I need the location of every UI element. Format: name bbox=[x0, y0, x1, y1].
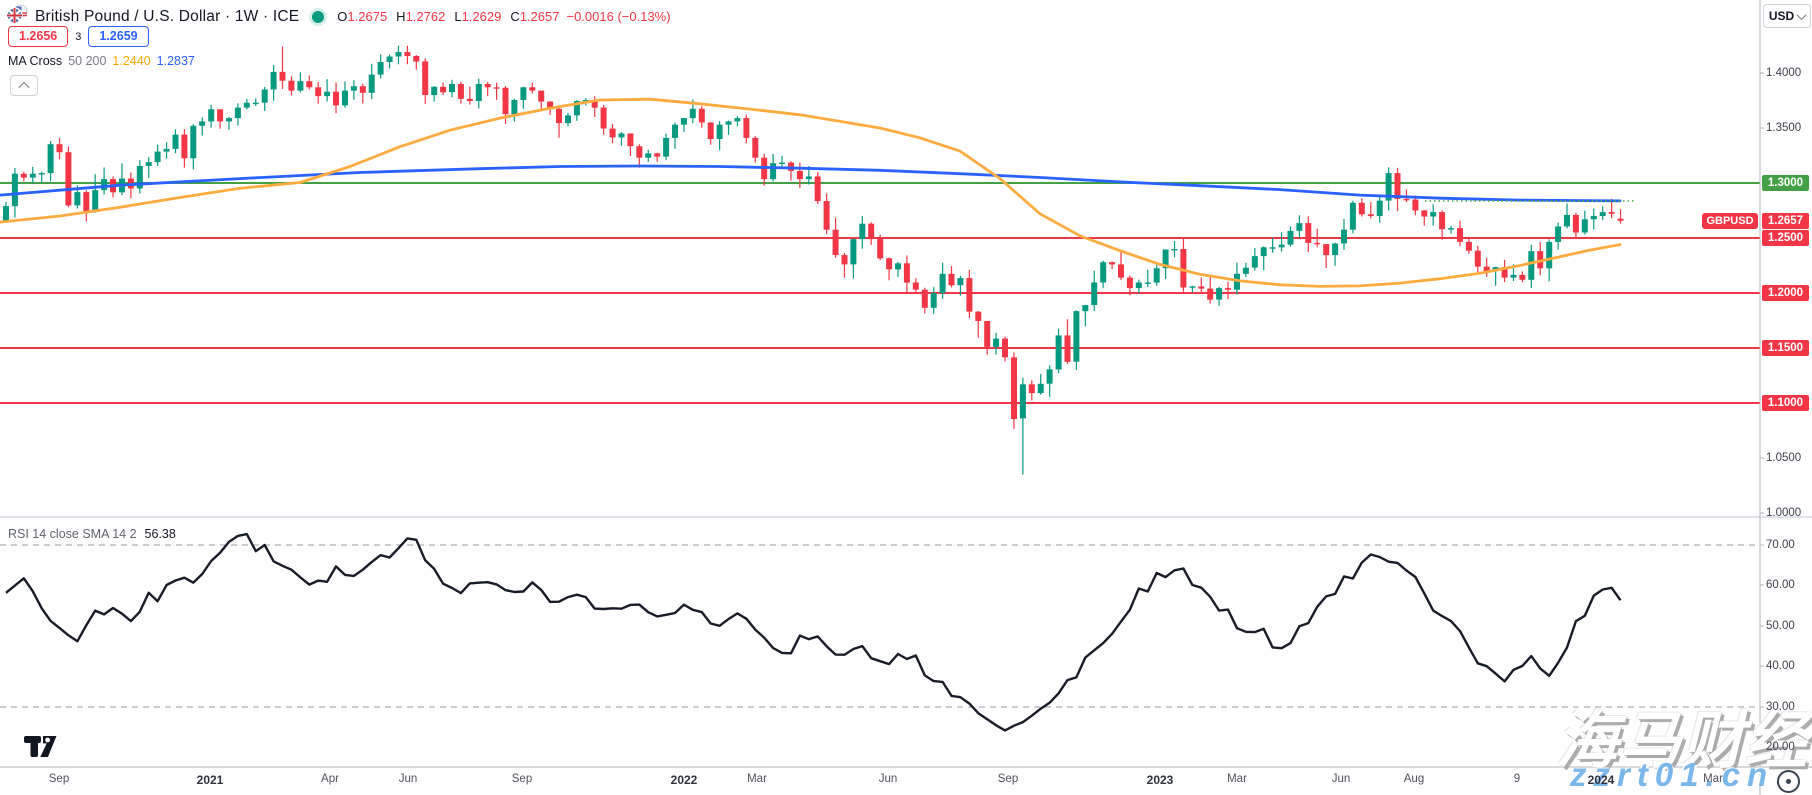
time-axis-label-Sep: Sep bbox=[997, 773, 1019, 785]
price-axis-badge-1.1500: 1.1500 bbox=[1762, 340, 1809, 356]
rsi-axis-label-70.00: 70.00 bbox=[1766, 539, 1795, 551]
close-value: 1.2657 bbox=[519, 9, 560, 24]
gbp-usd-flags-icon bbox=[6, 4, 28, 29]
symbol-title[interactable]: British Pound / U.S. Dollar · 1W · ICE bbox=[35, 7, 300, 25]
tradingview-logo[interactable] bbox=[22, 733, 62, 765]
low-label: L bbox=[454, 9, 462, 24]
open-value: 1.2675 bbox=[347, 9, 388, 24]
price-axis-label-1.4000: 1.4000 bbox=[1766, 67, 1802, 79]
indicator-legend-rsi[interactable]: RSI 14 close SMA 14 2 56.38 bbox=[8, 527, 176, 541]
quote-row: 1.2656 3 1.2659 bbox=[8, 26, 149, 47]
high-value: 1.2762 bbox=[405, 9, 446, 24]
symbol-header: British Pound / U.S. Dollar · 1W · ICE O… bbox=[6, 4, 671, 29]
collapse-legend-button[interactable] bbox=[10, 75, 38, 96]
rsi-axis-label-60.00: 60.00 bbox=[1766, 579, 1795, 591]
currency-selector-button[interactable]: USD bbox=[1763, 4, 1811, 28]
time-axis-label-Mar: Mar bbox=[747, 773, 767, 785]
go-to-realtime-icon[interactable] bbox=[1777, 770, 1800, 793]
indicator-params: 50 200 bbox=[68, 54, 107, 68]
time-axis-label-Mar: Mar bbox=[1703, 773, 1723, 785]
price-axis-badge-1.2500: 1.2500 bbox=[1762, 230, 1809, 246]
time-axis-label-2024: 2024 bbox=[1587, 773, 1615, 787]
indicator-name: MA Cross bbox=[8, 54, 63, 68]
time-axis-label-Sep: Sep bbox=[511, 773, 533, 785]
price-axis-label-1.0000: 1.0000 bbox=[1766, 507, 1802, 519]
high-label: H bbox=[396, 9, 406, 24]
time-axis-label-Jun: Jun bbox=[1331, 773, 1351, 785]
price-axis-badge-1.2000: 1.2000 bbox=[1762, 285, 1809, 301]
rsi-value: 56.38 bbox=[144, 527, 176, 541]
time-axis-label-2023: 2023 bbox=[1146, 773, 1174, 787]
time-axis-label-Sep: Sep bbox=[48, 773, 70, 785]
open-label: O bbox=[337, 9, 348, 24]
time-axis-label-Mar: Mar bbox=[1227, 773, 1247, 785]
time-axis-label-Jun: Jun bbox=[878, 773, 898, 785]
indicator-legend-ma-cross[interactable]: MA Cross 50 200 1.2440 1.2837 bbox=[8, 54, 195, 68]
price-axis-label-1.3500: 1.3500 bbox=[1766, 122, 1802, 134]
price-axis-badge-1.3000: 1.3000 bbox=[1762, 175, 1809, 191]
market-open-icon[interactable] bbox=[312, 10, 325, 23]
rsi-axis-label-50.00: 50.00 bbox=[1766, 620, 1795, 632]
watermark-cjk: 海马财经 bbox=[1555, 707, 1808, 776]
time-axis-label-Aug: Aug bbox=[1403, 773, 1425, 785]
change-value: −0.0016 (−0.13%) bbox=[566, 9, 671, 24]
buy-button[interactable]: 1.2659 bbox=[88, 26, 149, 47]
time-axis-label-9: 9 bbox=[1513, 773, 1521, 785]
watermark-url: zzrt01.cn bbox=[1570, 756, 1775, 793]
time-axis-label-2021: 2021 bbox=[196, 773, 224, 787]
symbol-price-label: GBPUSD bbox=[1702, 213, 1758, 229]
chevron-up-icon bbox=[18, 81, 30, 93]
ohlc-values: O1.2675 H1.2762 L1.2629 C1.2657 bbox=[337, 9, 559, 24]
sell-button[interactable]: 1.2656 bbox=[8, 26, 69, 47]
currency-label: USD bbox=[1768, 9, 1795, 23]
time-axis-label-Jun: Jun bbox=[398, 773, 418, 785]
close-label: C bbox=[510, 9, 520, 24]
low-value: 1.2629 bbox=[461, 9, 502, 24]
rsi-axis-label-30.00: 30.00 bbox=[1766, 701, 1795, 713]
price-axis-badge-1.2657: 1.2657 bbox=[1762, 213, 1809, 229]
ma50-value: 1.2440 bbox=[112, 54, 151, 68]
time-axis-label-Apr: Apr bbox=[321, 773, 339, 785]
spread-value: 3 bbox=[75, 30, 82, 43]
price-axis-label-1.0500: 1.0500 bbox=[1766, 452, 1802, 464]
price-axis-badge-1.1000: 1.1000 bbox=[1762, 395, 1809, 411]
rsi-indicator-name: RSI 14 close SMA 14 2 bbox=[8, 527, 137, 541]
rsi-axis-label-40.00: 40.00 bbox=[1766, 660, 1795, 672]
rsi-axis-label-20.00: 20.00 bbox=[1766, 741, 1795, 753]
time-axis-label-2022: 2022 bbox=[670, 773, 698, 787]
price-axis[interactable] bbox=[1760, 0, 1812, 767]
ma200-value: 1.2837 bbox=[156, 54, 195, 68]
